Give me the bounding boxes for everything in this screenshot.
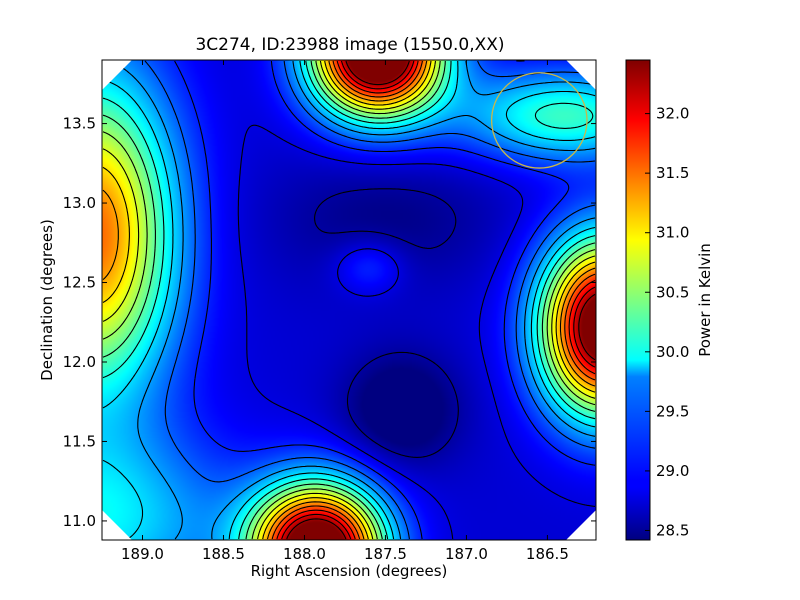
y-tick-label-3: 12.5 [63, 274, 96, 292]
y-tick-label-4: 13.0 [63, 194, 96, 212]
colorbar-tick-label-3: 30.0 [656, 343, 689, 361]
x-tick-label-4: 187.0 [445, 545, 488, 563]
x-tick-label-2: 188.0 [283, 545, 326, 563]
y-tick-label-0: 11.0 [63, 512, 96, 530]
colorbar-ticks: 28.5 29.0 29.5 30.0 30.5 31.0 31.5 32.0 [645, 105, 689, 539]
contour-level-11 [102, 60, 596, 540]
contour-level-8 [102, 60, 596, 540]
contour-level-14 [281, 60, 596, 540]
contour-level-9 [102, 60, 596, 540]
contour-level-10 [102, 60, 596, 540]
colorbar-tick-label-5: 31.0 [656, 224, 689, 242]
contour-level-13 [276, 60, 596, 540]
colorbar-tick-label-6: 31.5 [656, 164, 689, 182]
y-tick-label-5: 13.5 [63, 115, 96, 133]
contour-level-15 [286, 60, 596, 540]
colorbar-gradient [625, 59, 651, 541]
x-axis: 189.0 188.5 188.0 187.5 187.0 186.5 [121, 60, 569, 563]
annotation-layer [490, 72, 588, 169]
colorbar-tick-label-4: 30.5 [656, 283, 689, 301]
y-axis-label: Declination (degrees) [38, 219, 56, 381]
annotation-circle-0 [490, 72, 588, 169]
contour-level-6 [102, 60, 596, 540]
contour-level-2 [174, 60, 596, 540]
chart-title: 3C274, ID:23988 image (1550.0,XX) [195, 35, 504, 55]
heatmap-plot-area [102, 60, 596, 540]
contour-level-7 [102, 60, 596, 540]
plot-frame [101, 59, 597, 541]
x-tick-label-5: 186.5 [526, 545, 569, 563]
x-tick-label-3: 187.5 [364, 545, 407, 563]
colorbar-label: Power in Kelvin [696, 243, 714, 357]
y-tick-label-1: 11.5 [63, 432, 96, 450]
colorbar-tick-label-1: 29.0 [656, 462, 689, 480]
contour-level-12 [271, 60, 596, 540]
x-axis-label: Right Ascension (degrees) [251, 562, 448, 580]
contour-level-5 [102, 60, 596, 540]
colorbar-tick-label-2: 29.5 [656, 402, 689, 420]
contour-lines [102, 60, 596, 540]
colorbar-tick-label-0: 28.5 [656, 521, 689, 539]
x-tick-label-1: 188.5 [202, 545, 245, 563]
y-tick-label-2: 12.0 [63, 353, 96, 371]
contour-level-3 [144, 60, 596, 540]
contour-level-0 [314, 188, 459, 458]
y-axis: 11.0 11.5 12.0 12.5 13.0 13.5 [63, 115, 596, 530]
heatmap-image [102, 60, 596, 540]
colorbar-tick-label-7: 32.0 [656, 105, 689, 123]
contour-level-1 [237, 124, 596, 540]
x-tick-label-0: 189.0 [121, 545, 164, 563]
colorbar: 28.5 29.0 29.5 30.0 30.5 31.0 31.5 32.0 Power i… [625, 59, 714, 541]
